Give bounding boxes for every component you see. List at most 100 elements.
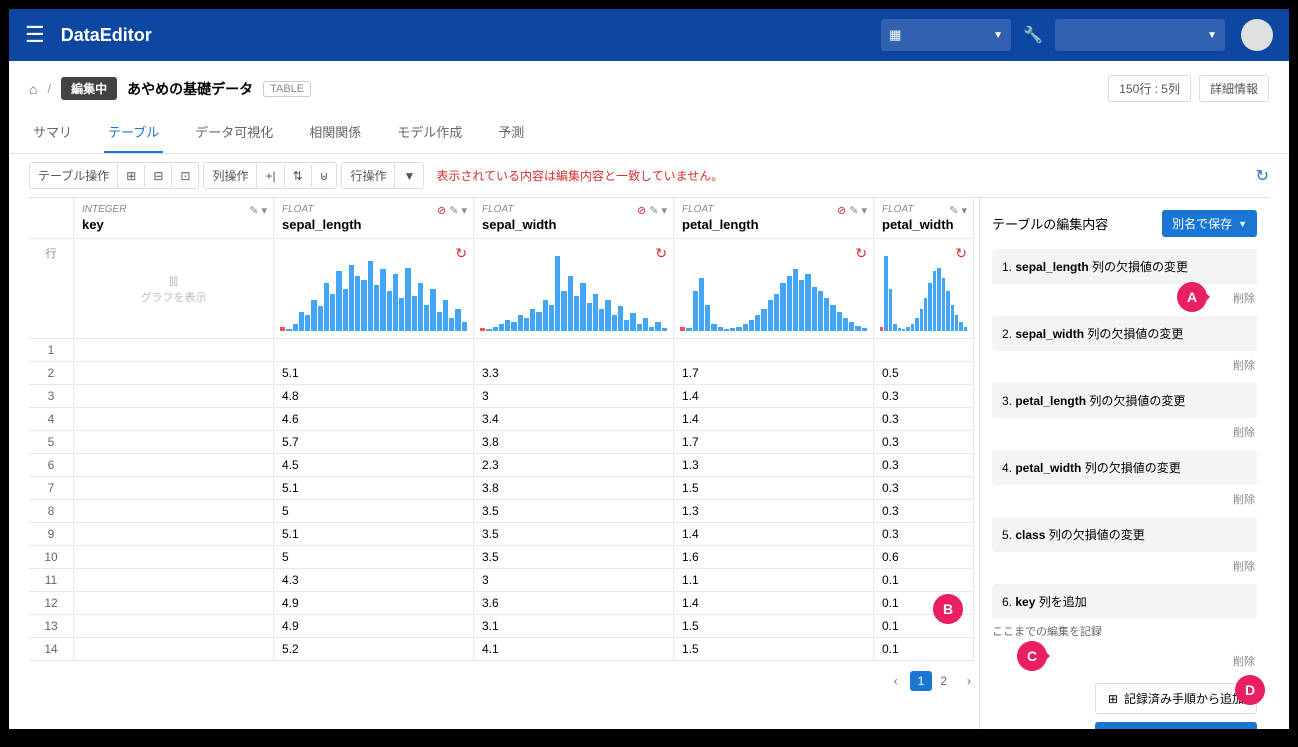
page-prev[interactable]: ‹ [886, 671, 906, 691]
refresh-icon[interactable]: ↻ [855, 245, 867, 262]
tab-2[interactable]: データ可視化 [191, 112, 277, 153]
home-icon[interactable]: ⌂ [29, 81, 37, 97]
cell-pw: 0.1 [874, 569, 974, 592]
edit-item-2[interactable]: 3. petal_length 列の欠損値の変更 [992, 383, 1257, 418]
cell-pw: 0.3 [874, 431, 974, 454]
tb-icon-4[interactable]: +| [257, 165, 284, 187]
tab-4[interactable]: モデル作成 [393, 112, 466, 153]
cell-pl: 1.7 [674, 362, 874, 385]
cell-sw: 3.1 [474, 615, 674, 638]
page-title: あやめの基礎データ [127, 79, 253, 99]
tb-icon-1[interactable]: ⊞ [118, 165, 145, 187]
cell-sw [474, 339, 674, 362]
edit-badge: 編集中 [61, 77, 117, 100]
delete-link-3[interactable]: 削除 [992, 487, 1257, 517]
toolbar: テーブル操作 ⊞ ⊟ ⊡ 列操作 +| ⇅ ⊎ 行操作 ▼ 表示されている内容は… [9, 154, 1289, 197]
cell-key [74, 500, 274, 523]
cell-key [74, 362, 274, 385]
avatar[interactable] [1241, 19, 1273, 51]
tb-icon-3[interactable]: ⊡ [172, 165, 198, 187]
table-ops-button[interactable]: テーブル操作 [30, 163, 118, 188]
cell-pw: 0.3 [874, 408, 974, 431]
detail-button[interactable]: 詳細情報 [1199, 75, 1269, 102]
delete-link-4[interactable]: 削除 [992, 554, 1257, 584]
save-as-button[interactable]: 別名で保存▼ [1162, 210, 1257, 237]
update-button[interactable]: ↻ここまでの編集を更新 [1095, 722, 1257, 729]
edit-item-0[interactable]: 1. sepal_length 列の欠損値の変更 [992, 249, 1257, 284]
marker-a: A [1177, 282, 1207, 312]
tb-icon-6[interactable]: ⊎ [312, 165, 337, 187]
edit-item-3[interactable]: 4. petal_width 列の欠損値の変更 [992, 450, 1257, 485]
column-header-petal_length[interactable]: FLOATpetal_length⊘✎▾ [674, 198, 874, 239]
refresh-icon[interactable]: ↻ [455, 245, 467, 262]
marker-b: B [933, 594, 963, 624]
edit-item-1[interactable]: 2. sepal_width 列の欠損値の変更 [992, 316, 1257, 351]
page-next[interactable]: › [959, 671, 979, 691]
delete-link-2[interactable]: 削除 [992, 420, 1257, 450]
row-num: 9 [29, 523, 74, 546]
marker-d: D [1235, 675, 1265, 705]
cell-pw: 0.3 [874, 500, 974, 523]
cell-sl: 4.6 [274, 408, 474, 431]
row-num: 4 [29, 408, 74, 431]
menu-icon[interactable]: ☰ [25, 22, 45, 48]
refresh-icon[interactable]: ↻ [655, 245, 667, 262]
filter-icon[interactable]: ▼ [395, 165, 423, 187]
column-header-petal_width[interactable]: FLOATpetal_width✎▾ [874, 198, 974, 239]
project-dropdown[interactable]: ▦▼ [881, 19, 1011, 51]
cell-sl: 5.1 [274, 477, 474, 500]
row-num: 12 [29, 592, 74, 615]
cell-pl: 1.4 [674, 408, 874, 431]
tb-icon-2[interactable]: ⊟ [145, 165, 172, 187]
cell-sl: 5.7 [274, 431, 474, 454]
add-recorded-button[interactable]: ⊞記録済み手順から追加 [1095, 683, 1257, 714]
cell-pw: 0.3 [874, 385, 974, 408]
cell-sw: 3.8 [474, 477, 674, 500]
cell-pw: 0.3 [874, 523, 974, 546]
history-icon[interactable]: ↻ [1256, 166, 1269, 186]
tab-0[interactable]: サマリ [29, 112, 76, 153]
col-ops-button[interactable]: 列操作 [204, 163, 257, 188]
cell-pw: 0.3 [874, 477, 974, 500]
th-corner [29, 198, 74, 239]
cell-pl: 1.1 [674, 569, 874, 592]
side-title: テーブルの編集内容 [992, 214, 1108, 233]
delete-link-1[interactable]: 削除 [992, 353, 1257, 383]
cell-pl [674, 339, 874, 362]
tool-dropdown[interactable]: ▼ [1055, 19, 1225, 51]
cell-pw: 0.3 [874, 454, 974, 477]
row-ops-button[interactable]: 行操作 [342, 163, 395, 188]
cell-key [74, 615, 274, 638]
column-header-sepal_length[interactable]: FLOATsepal_length⊘✎▾ [274, 198, 474, 239]
page-1[interactable]: 1 [910, 671, 933, 691]
pagination: ‹ 12 › [29, 661, 979, 701]
cell-sl: 5 [274, 500, 474, 523]
row-num: 10 [29, 546, 74, 569]
cell-pl: 1.3 [674, 500, 874, 523]
cell-pl: 1.3 [674, 454, 874, 477]
cell-pl: 1.6 [674, 546, 874, 569]
cell-key [74, 339, 274, 362]
chart-placeholder[interactable]: ⫾⫾グラフを表示 [74, 239, 274, 339]
column-header-key[interactable]: INTEGERkey✎▾ [74, 198, 274, 239]
page-2[interactable]: 2 [932, 671, 955, 691]
delete-link-0[interactable]: 削除 [992, 286, 1257, 316]
tb-icon-5[interactable]: ⇅ [285, 165, 312, 187]
cell-sw: 3 [474, 569, 674, 592]
tab-5[interactable]: 予測 [494, 112, 528, 153]
rows-cols-info[interactable]: 150行 : 5列 [1108, 75, 1191, 102]
wrench-icon[interactable]: 🔧 [1023, 25, 1043, 45]
tab-3[interactable]: 相関関係 [305, 112, 365, 153]
cell-pw: 0.1 [874, 638, 974, 661]
row-num: 13 [29, 615, 74, 638]
refresh-icon[interactable]: ↻ [955, 245, 967, 262]
cell-key [74, 408, 274, 431]
row-num: 6 [29, 454, 74, 477]
column-header-sepal_width[interactable]: FLOATsepal_width⊘✎▾ [474, 198, 674, 239]
edit-item-4[interactable]: 5. class 列の欠損値の変更 [992, 517, 1257, 552]
cell-sw: 3.3 [474, 362, 674, 385]
row-num: 1 [29, 339, 74, 362]
tab-1[interactable]: テーブル [104, 112, 163, 153]
edit-item-5[interactable]: 6. key 列を追加 [992, 584, 1257, 619]
cell-sl: 4.9 [274, 615, 474, 638]
